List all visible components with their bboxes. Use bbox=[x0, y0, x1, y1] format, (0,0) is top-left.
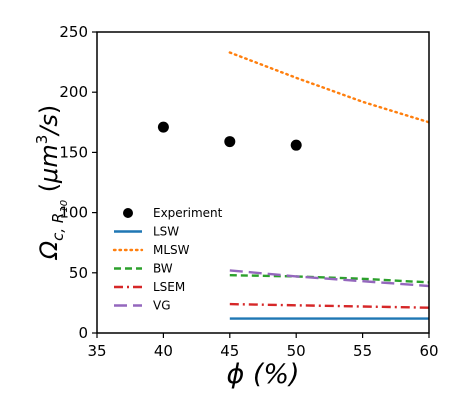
y-tick-label: 50 bbox=[69, 264, 88, 282]
experiment-point bbox=[224, 136, 236, 148]
experiment-point bbox=[157, 121, 169, 133]
legend-label-vg: VG bbox=[153, 299, 171, 313]
legend-label-lsem: LSEM bbox=[153, 280, 185, 294]
y-tick-label: 0 bbox=[78, 324, 88, 342]
x-tick-label: 45 bbox=[220, 342, 239, 360]
plot-area bbox=[97, 32, 429, 333]
legend-label-experiment: Experiment bbox=[153, 206, 223, 220]
x-tick-label: 60 bbox=[419, 342, 438, 360]
lsem-line bbox=[229, 302, 430, 309]
legend-marker-experiment bbox=[123, 208, 133, 218]
legend-label-mlsw: MLSW bbox=[153, 243, 190, 257]
legend-label-lsw: LSW bbox=[153, 225, 179, 239]
series-layer bbox=[157, 51, 431, 320]
plot-frame bbox=[96, 31, 430, 334]
x-axis: 35 40 45 50 55 60 bbox=[87, 333, 439, 360]
x-tick-label: 50 bbox=[287, 342, 306, 360]
legend-label-bw: BW bbox=[153, 262, 173, 276]
mlsw-line bbox=[228, 51, 431, 124]
experiment-point bbox=[290, 139, 302, 151]
x-axis-title: ϕ (%) bbox=[226, 359, 299, 390]
y-axis-title: Ωc, R10 (μm3/s) bbox=[33, 105, 70, 260]
x-tick-label: 40 bbox=[154, 342, 173, 360]
x-tick-label: 35 bbox=[87, 342, 106, 360]
y-tick-label: 100 bbox=[59, 204, 88, 222]
y-tick-label: 250 bbox=[59, 23, 88, 41]
y-tick-label: 200 bbox=[59, 83, 88, 101]
x-tick-label: 55 bbox=[353, 342, 372, 360]
vg-line bbox=[229, 269, 430, 288]
legend: Experiment LSW MLSW BW LSEM VG bbox=[112, 206, 223, 313]
y-tick-label: 150 bbox=[59, 143, 88, 161]
y-axis: 0 50 100 150 200 250 bbox=[59, 23, 97, 342]
